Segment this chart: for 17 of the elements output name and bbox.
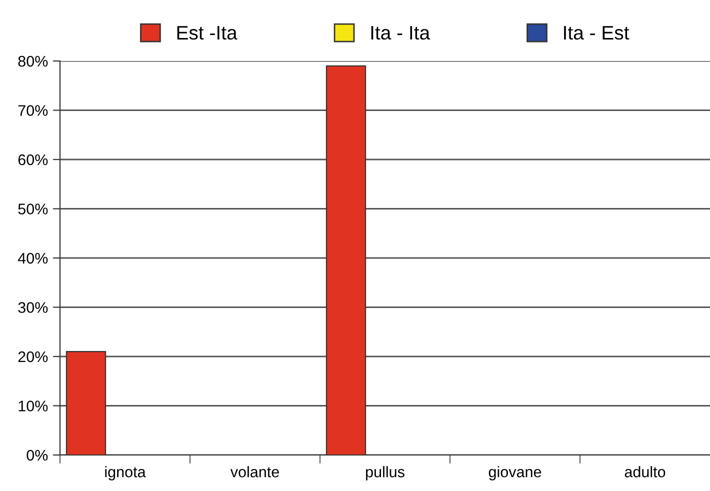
y-tick-label: 10%	[18, 400, 48, 412]
x-tick-label: adulto	[624, 466, 666, 478]
y-tick-label: 0%	[26, 450, 48, 461]
legend-label: Ita - Ita	[371, 26, 430, 40]
x-tick-label: giovane	[488, 466, 542, 480]
y-tick-label: 30%	[18, 302, 48, 313]
y-tick-label: 50%	[18, 204, 48, 214]
y-tick-label: 80%	[18, 56, 48, 67]
y-tick-label: 20%	[18, 351, 48, 362]
x-tick-label: pullus	[366, 466, 404, 480]
x-tick-label: ignota	[105, 466, 146, 480]
y-tick-label: 40%	[18, 252, 48, 264]
x-tick-label: volante	[230, 466, 279, 478]
legend-label: Est -Ita	[177, 26, 238, 40]
y-tick-label: 60%	[18, 154, 48, 166]
y-tick-label: 70%	[18, 105, 48, 116]
legend-label: Ita - Est	[564, 26, 630, 40]
